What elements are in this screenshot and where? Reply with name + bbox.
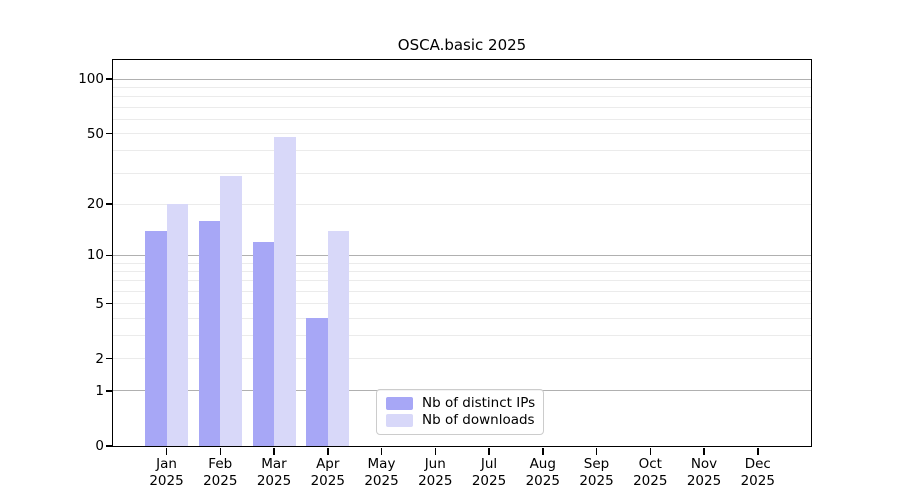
y-tick-mark [106, 132, 113, 135]
major-gridline [113, 254, 811, 256]
legend-label-distinct-ips: Nb of distinct IPs [422, 395, 536, 411]
y-tick-mark [106, 302, 113, 305]
x-tick-mark [757, 447, 759, 455]
x-tick-mark [595, 447, 598, 455]
y-tick-label: 2 [95, 350, 104, 367]
x-tick-mark [273, 447, 275, 455]
x-tick-mark [703, 447, 705, 455]
x-tick-label: Mar 2025 [256, 456, 292, 489]
x-tick-mark [649, 447, 651, 455]
bar-nb-of-downloads-mar [274, 136, 296, 446]
x-tick-label: Sep 2025 [579, 456, 614, 489]
x-tick-mark [434, 447, 436, 455]
y-tick-mark [106, 78, 113, 80]
legend: Nb of distinct IPs Nb of downloads [376, 389, 544, 435]
minor-gridline [113, 118, 811, 120]
minor-gridline [113, 86, 811, 88]
y-tick-mark [106, 357, 113, 360]
y-tick-mark [106, 254, 113, 257]
x-tick-label: Dec 2025 [740, 456, 775, 489]
legend-swatch-downloads-icon [386, 414, 413, 427]
y-tick-mark [106, 203, 113, 205]
minor-gridline [113, 133, 811, 134]
legend-item-distinct-ips: Nb of distinct IPs [386, 395, 536, 411]
minor-gridline [113, 96, 811, 98]
bar-nb-of-downloads-feb [220, 175, 242, 446]
y-tick-mark [106, 390, 113, 392]
x-tick-label: May 2025 [364, 456, 399, 489]
chart-title: OSCA.basic 2025 [397, 36, 527, 54]
plot-area: Nb of distinct IPs Nb of downloads [112, 59, 812, 447]
x-tick-label: Aug 2025 [525, 456, 560, 489]
bar-nb-of-distinct-ips-feb [198, 220, 221, 446]
y-tick-label: 20 [86, 196, 104, 213]
minor-gridline [113, 303, 811, 305]
y-tick-label: 0 [95, 438, 104, 454]
y-tick-label: 100 [78, 71, 104, 88]
x-tick-mark [327, 447, 329, 455]
x-tick-label: Jul 2025 [471, 456, 507, 489]
bar-nb-of-downloads-apr [327, 230, 350, 446]
legend-label-downloads: Nb of downloads [422, 412, 535, 428]
bar-nb-of-distinct-ips-apr [306, 318, 328, 446]
major-gridline [113, 78, 811, 80]
y-tick-label: 1 [95, 382, 104, 399]
minor-gridline [113, 280, 811, 282]
minor-gridline [113, 317, 811, 319]
x-tick-mark [488, 447, 490, 455]
minor-gridline [113, 172, 811, 174]
minor-gridline [113, 270, 811, 272]
legend-swatch-distinct-ips-icon [386, 397, 413, 410]
minor-gridline [113, 358, 811, 360]
x-tick-label: Jan 2025 [149, 456, 184, 489]
x-tick-label: Apr 2025 [310, 456, 345, 489]
x-tick-mark [219, 447, 221, 455]
bar-nb-of-downloads-jan [166, 204, 188, 446]
y-tick-mark [106, 445, 113, 447]
minor-gridline [113, 106, 811, 108]
x-tick-label: Nov 2025 [686, 456, 722, 489]
minor-gridline [113, 203, 811, 205]
x-tick-label: Oct 2025 [633, 456, 668, 489]
minor-gridline [113, 262, 811, 264]
x-tick-mark [165, 447, 168, 455]
x-tick-label: Jun 2025 [418, 456, 453, 489]
x-tick-mark [542, 447, 544, 455]
y-tick-label: 50 [86, 125, 104, 142]
legend-item-downloads: Nb of downloads [386, 412, 535, 428]
bar-nb-of-distinct-ips-jan [145, 230, 167, 446]
minor-gridline [113, 290, 811, 292]
y-tick-label: 5 [95, 295, 104, 312]
minor-gridline [113, 335, 811, 337]
x-tick-mark [380, 447, 383, 455]
bar-nb-of-distinct-ips-mar [252, 242, 274, 446]
x-tick-label: Feb 2025 [203, 456, 238, 489]
minor-gridline [113, 150, 811, 152]
y-tick-label: 10 [86, 247, 104, 264]
